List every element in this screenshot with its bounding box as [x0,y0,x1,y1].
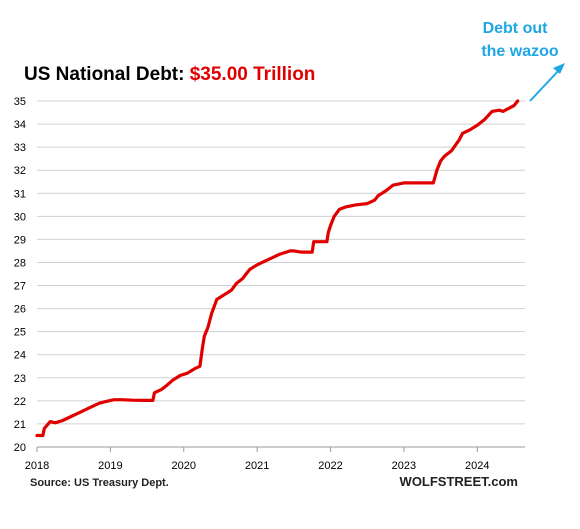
y-tick-label-30: 30 [14,211,26,223]
annotation-arrowhead [553,63,565,74]
y-tick-label-32: 32 [14,165,26,177]
y-tick-label-33: 33 [14,142,26,154]
y-tick-labels: 20 21 22 23 24 25 26 27 28 29 30 31 32 33 34 35 [14,96,26,454]
y-tick-label-22: 22 [14,396,26,408]
brand-label: WOLFSTREET.com [400,474,518,489]
chart-title-prefix: US National Debt: [24,64,190,85]
source-label: Source: US Treasury Dept. [30,477,169,489]
y-tick-label-24: 24 [14,350,26,362]
x-tick-label-2019: 2019 [98,460,122,472]
annotation-arrow [529,68,561,102]
y-tick-label-20: 20 [14,442,26,454]
x-tick-label-2020: 2020 [172,460,196,472]
y-tick-label-25: 25 [14,327,26,339]
annotation-line-2: the wazoo [481,43,559,60]
series-line-0 [35,99,520,438]
grid-layer [36,100,525,452]
y-tick-label-31: 31 [14,188,26,200]
y-tick-label-29: 29 [14,234,26,246]
annotation-line-1: Debt out [483,20,549,37]
y-tick-label-26: 26 [14,304,26,316]
chart-title: US National Debt: $35.00 Trillion [24,64,315,85]
y-tick-label-34: 34 [14,119,26,131]
x-tick-label-2022: 2022 [318,460,342,472]
y-tick-label-21: 21 [14,419,26,431]
y-tick-label-35: 35 [14,96,26,108]
y-tick-label-28: 28 [14,257,26,269]
series-layer [35,99,520,438]
x-tick-label-2024: 2024 [465,460,489,472]
chart-title-value: $35.00 Trillion [190,64,316,85]
y-tick-label-27: 27 [14,281,26,293]
x-tick-label-2021: 2021 [245,460,269,472]
x-tick-label-2023: 2023 [392,460,416,472]
x-tick-labels: 2018 2019 2020 2021 2022 2023 2024 [25,460,490,472]
x-tick-label-2018: 2018 [25,460,49,472]
y-tick-label-23: 23 [14,373,26,385]
